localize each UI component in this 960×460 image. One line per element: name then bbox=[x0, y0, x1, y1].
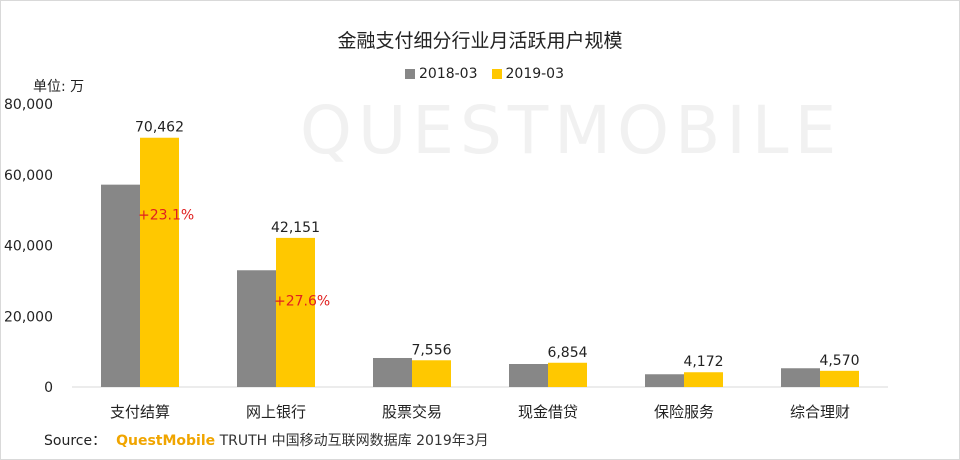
y-tick-label: 80,000 bbox=[4, 97, 53, 113]
bar-2019 bbox=[412, 360, 451, 387]
legend-label-2019: 2019-03 bbox=[505, 66, 565, 82]
data-label-2019: 7,556 bbox=[411, 342, 451, 358]
x-tick-label: 保险服务 bbox=[654, 403, 714, 421]
source-note: Source： QuestMobile TRUTH 中国移动互联网数据库 2019… bbox=[44, 430, 489, 450]
bar-2018 bbox=[373, 357, 412, 387]
bar-2019 bbox=[684, 372, 723, 387]
y-tick-label: 40,000 bbox=[4, 239, 53, 255]
bar-2018 bbox=[237, 270, 276, 387]
y-tick-label: 60,000 bbox=[4, 168, 53, 184]
data-label-2019: 4,570 bbox=[819, 353, 859, 369]
growth-annotation: +23.1% bbox=[138, 208, 194, 224]
legend-swatch-2019 bbox=[491, 69, 502, 79]
chart-title: 金融支付细分行业月活跃用户规模 bbox=[337, 30, 623, 52]
y-tick-label: 20,000 bbox=[4, 309, 53, 325]
bar-2019 bbox=[548, 362, 587, 387]
y-axis-unit-label: 单位: 万 bbox=[33, 79, 85, 95]
source-brand: QuestMobile bbox=[116, 433, 216, 449]
bar-2019 bbox=[276, 237, 315, 387]
legend-label-2018: 2018-03 bbox=[419, 66, 478, 82]
data-label-2019: 4,172 bbox=[683, 354, 723, 370]
bar-2018 bbox=[781, 368, 820, 387]
x-tick-label: 现金借贷 bbox=[518, 403, 578, 421]
legend-swatch-2018 bbox=[405, 69, 415, 79]
x-tick-label: 支付结算 bbox=[110, 403, 170, 421]
legend-item-2018: 2018-03 bbox=[405, 66, 478, 82]
legend: 2018-03 2019-03 bbox=[405, 66, 578, 82]
bar-2018 bbox=[101, 184, 140, 387]
legend-item-2019: 2019-03 bbox=[491, 66, 565, 82]
data-label-2019: 6,854 bbox=[547, 345, 587, 361]
growth-annotation: +27.6% bbox=[274, 293, 330, 309]
watermark-text: QUESTMOBILE bbox=[300, 92, 843, 169]
y-tick-label: 0 bbox=[44, 380, 53, 396]
data-label-2019: 42,151 bbox=[271, 220, 320, 236]
bar-2018 bbox=[645, 374, 684, 387]
x-tick-label: 网上银行 bbox=[246, 403, 306, 421]
bar-2018 bbox=[509, 364, 548, 387]
x-tick-label: 综合理财 bbox=[790, 403, 850, 421]
source-detail: TRUTH 中国移动互联网数据库 2019年3月 bbox=[215, 433, 489, 449]
bar-2019 bbox=[820, 370, 859, 387]
bar-2019 bbox=[140, 137, 179, 387]
source-label: Source： bbox=[44, 433, 107, 449]
x-tick-label: 股票交易 bbox=[382, 403, 442, 421]
data-label-2019: 70,462 bbox=[135, 120, 184, 136]
